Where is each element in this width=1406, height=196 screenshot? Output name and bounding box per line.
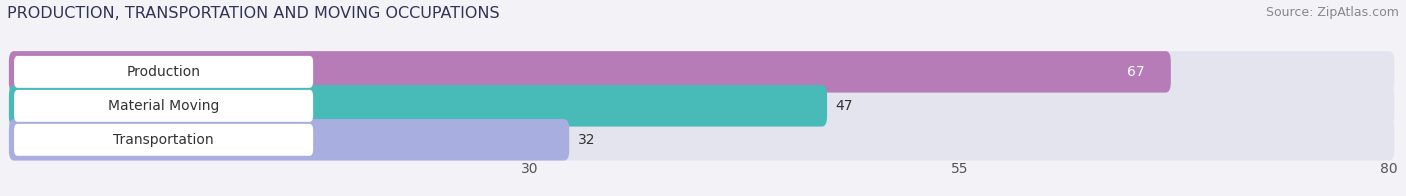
- FancyBboxPatch shape: [14, 90, 314, 122]
- FancyBboxPatch shape: [8, 85, 1395, 127]
- Text: 67: 67: [1128, 65, 1144, 79]
- Text: PRODUCTION, TRANSPORTATION AND MOVING OCCUPATIONS: PRODUCTION, TRANSPORTATION AND MOVING OC…: [7, 6, 499, 21]
- Text: Production: Production: [127, 65, 201, 79]
- FancyBboxPatch shape: [8, 119, 1395, 161]
- FancyBboxPatch shape: [14, 124, 314, 156]
- FancyBboxPatch shape: [14, 56, 314, 88]
- FancyBboxPatch shape: [8, 85, 827, 127]
- FancyBboxPatch shape: [8, 119, 569, 161]
- Text: 47: 47: [835, 99, 853, 113]
- FancyBboxPatch shape: [8, 51, 1395, 93]
- FancyBboxPatch shape: [8, 51, 1171, 93]
- Text: 32: 32: [578, 133, 595, 147]
- Text: Material Moving: Material Moving: [108, 99, 219, 113]
- Text: Source: ZipAtlas.com: Source: ZipAtlas.com: [1265, 6, 1399, 19]
- Text: Transportation: Transportation: [114, 133, 214, 147]
